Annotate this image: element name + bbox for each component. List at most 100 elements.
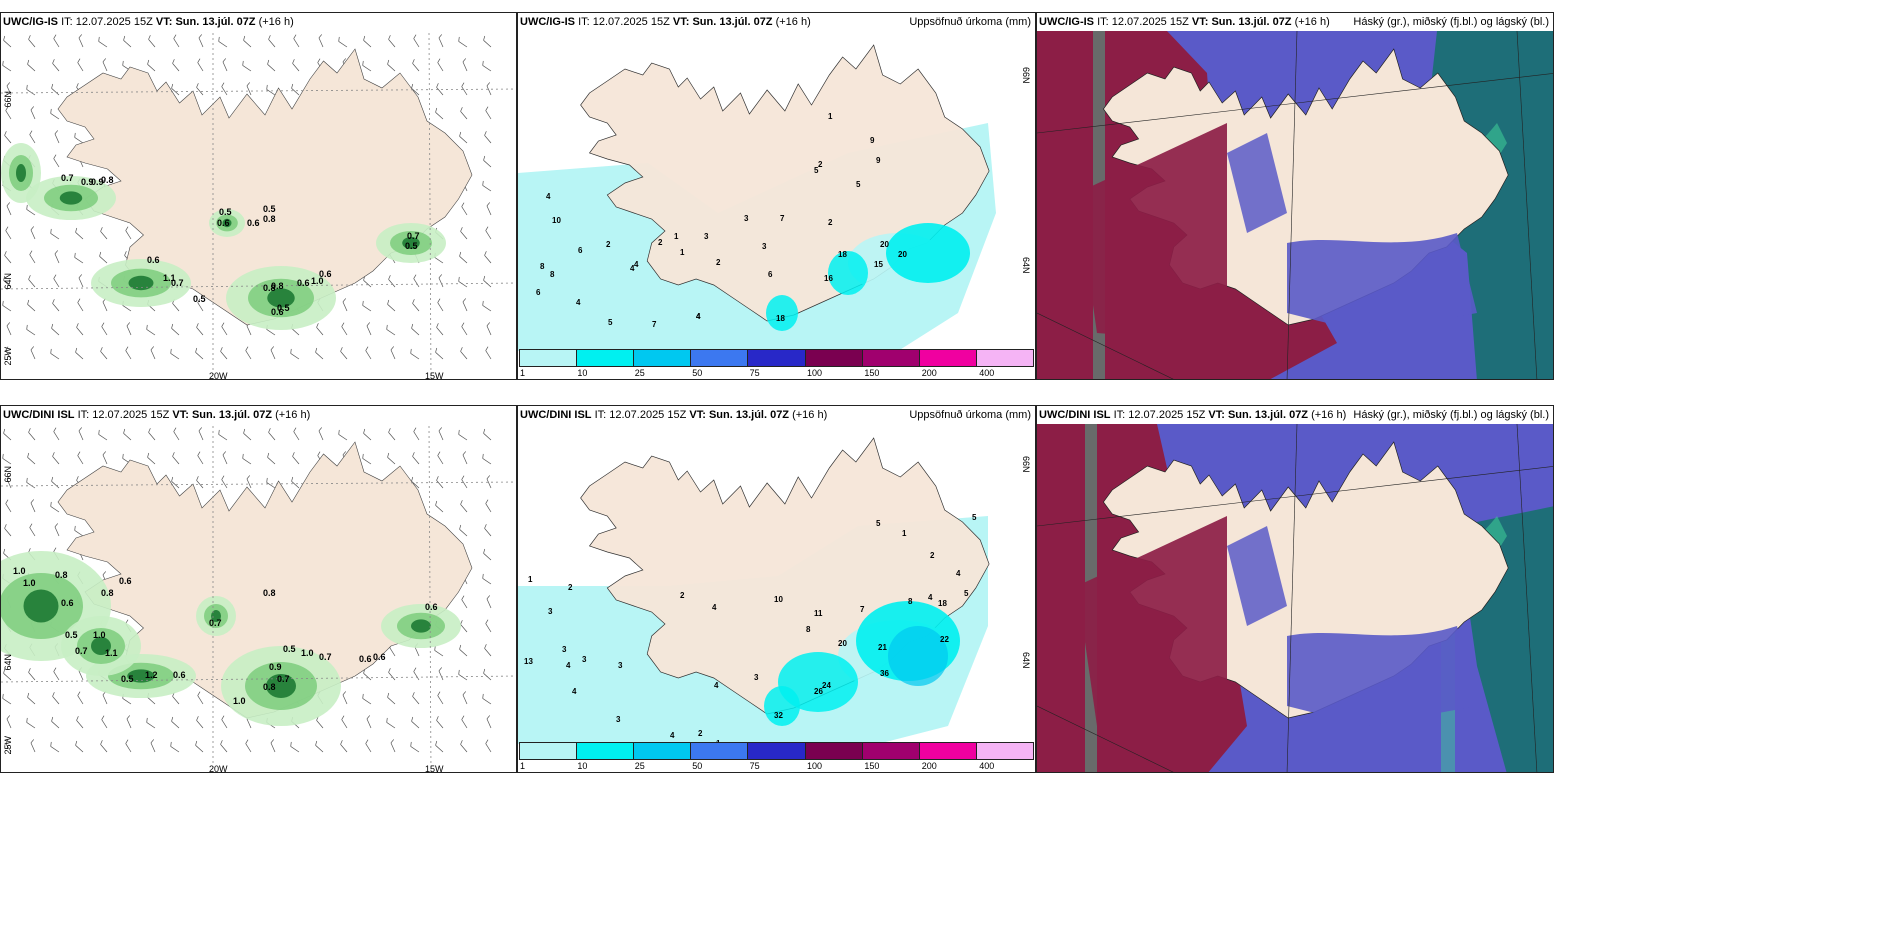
low-cloud-area [1077, 516, 1227, 736]
precip-value: 4 [714, 681, 719, 690]
wind-barb [387, 452, 396, 465]
wind-barb [30, 226, 36, 240]
wind-barb [74, 525, 84, 537]
wind-barb [242, 453, 252, 465]
wind-barb [458, 276, 468, 288]
wind-barb [412, 299, 420, 312]
lat-line [1, 675, 516, 683]
precip-value: 1 [528, 575, 533, 584]
wind-barb [171, 716, 180, 729]
precip-panel-top: UWC/IG-IS IT: 12.07.2025 15Z VT: Sun. 13… [517, 12, 1036, 380]
cloud-map [1037, 30, 1553, 379]
precip-value: 2 [698, 729, 703, 738]
wind-barb [340, 740, 348, 753]
precip-value: 0.6 [217, 218, 230, 228]
lat-label-64: 64N [1021, 652, 1031, 669]
wind-barb [482, 693, 492, 705]
precip-value: 1 [680, 248, 685, 257]
wind-barb [482, 573, 492, 585]
wind-barb [54, 523, 60, 537]
grid-line [1037, 705, 1174, 772]
wind-barb [222, 58, 228, 72]
wind-barb [147, 59, 156, 72]
precip-value: 0.7 [209, 618, 222, 628]
precip-value: 6 [536, 288, 541, 297]
wind-map: 1.0 0.8 0.6 1.0 0.8 0.6 0.8 0.5 1.0 0.7 1.1 0.5 1.2 0… [1, 425, 516, 772]
wind-barb [342, 298, 348, 312]
precip-value: 13 [524, 657, 533, 666]
precip-value: 1.0 [233, 696, 246, 706]
wind-barb [484, 524, 492, 537]
wind-barb [434, 645, 444, 657]
wind-barb [171, 476, 180, 489]
precip-title: Uppsöfnuð úrkoma (mm) [909, 16, 1031, 28]
legend-label: 1 [520, 761, 526, 771]
wind-barb [50, 228, 60, 240]
precip-value: 0.8 [263, 283, 276, 293]
wind-barb [53, 154, 60, 168]
wind-barb [338, 429, 348, 441]
panel-title: UWC/DINI ISL IT: 12.07.2025 15Z VT: Sun.… [520, 409, 828, 421]
wind-barb [267, 452, 276, 465]
wind-barb [486, 82, 492, 96]
wind-barb [173, 34, 180, 48]
precip-value: 0.6 [61, 598, 74, 608]
precip-value: 0.6 [359, 654, 372, 664]
shade-blob [266, 674, 296, 698]
wind-barb [388, 275, 396, 288]
wind-barb [5, 346, 12, 360]
legend-bar [519, 349, 1034, 367]
precip-value: 24 [822, 681, 831, 690]
wind-barb [26, 204, 36, 216]
grid-line [1286, 423, 1298, 772]
wind-barb [51, 83, 60, 96]
grid-line [1286, 30, 1298, 379]
precip-value: 3 [754, 673, 759, 682]
precip-legend: 1 10 25 50 75 100 150 200 400 [518, 742, 1035, 772]
precip-value: 0.7 [407, 231, 420, 241]
precip-value: 20 [898, 250, 907, 259]
wind-barb [290, 348, 300, 360]
wind-barb [387, 299, 396, 312]
wind-barb [76, 323, 84, 336]
precip-value: 2 [818, 160, 823, 169]
cloud-title: Háský (gr.), miðský (fj.bl.) og lágský (… [1353, 409, 1549, 421]
legend-label: 150 [864, 368, 880, 378]
precip-value: 2 [606, 240, 611, 249]
precip-value: 0.5 [405, 241, 418, 251]
wind-barb [100, 227, 108, 240]
wind-barb [28, 35, 36, 48]
wind-barb [366, 322, 372, 336]
wind-barb [2, 693, 12, 705]
precip-value: 18 [938, 599, 947, 608]
precip-value: 10 [774, 595, 783, 604]
wind-barb [218, 429, 228, 441]
precip-value: 3 [704, 232, 709, 241]
legend-label: 100 [807, 761, 823, 771]
wind-barb [460, 500, 468, 513]
wind-barb [246, 82, 252, 96]
precip-value: 1.0 [311, 276, 324, 286]
precip-value: 0.9 [269, 662, 282, 672]
precip-value: 4 [928, 593, 933, 602]
wind-barb [196, 323, 204, 336]
legend-swatch [748, 743, 806, 759]
wind-barb [338, 36, 348, 48]
wind-barb [365, 739, 372, 753]
precip-value: 1.0 [23, 578, 36, 588]
precip-value: 0.6 [173, 670, 186, 680]
grid-line [1037, 73, 1553, 134]
wind-barb [221, 715, 228, 729]
panel-title: UWC/DINI ISL IT: 12.07.2025 15Z VT: Sun.… [1039, 409, 1347, 421]
wind-barb [30, 499, 36, 513]
wind-barb [2, 300, 12, 312]
wind-barb [436, 476, 444, 489]
wind-barb [98, 429, 108, 441]
precip-title: Uppsöfnuð úrkoma (mm) [909, 409, 1031, 421]
legend-label: 50 [692, 761, 703, 771]
wind-barb [362, 300, 372, 312]
low-cloud-area [1287, 233, 1477, 333]
wind-barb [438, 667, 444, 681]
